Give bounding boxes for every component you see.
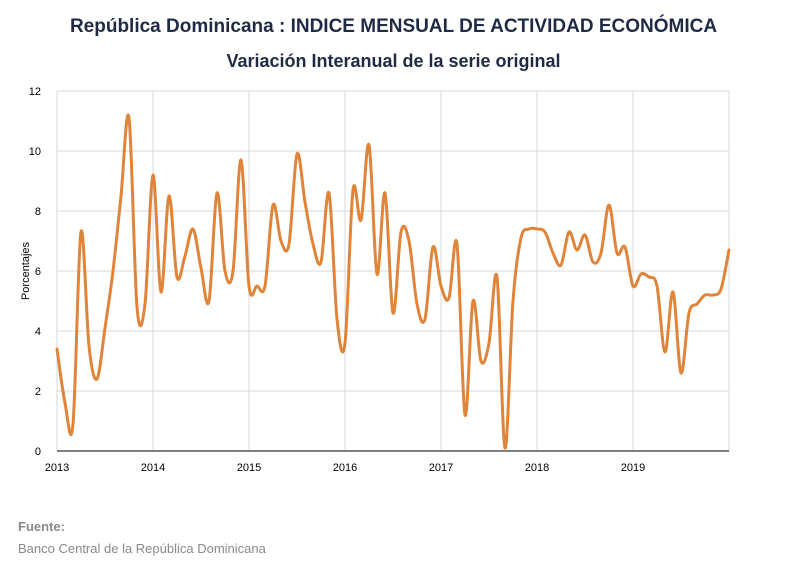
x-tick-label: 2014 bbox=[141, 462, 165, 474]
source-text: Banco Central de la República Dominicana bbox=[18, 541, 266, 556]
y-tick-label: 12 bbox=[29, 86, 41, 98]
x-tick-label: 2018 bbox=[525, 462, 549, 474]
chart-title: República Dominicana : INDICE MENSUAL DE… bbox=[69, 16, 718, 37]
x-axis-ticks: 2013 2014 2015 2016 2017 2018 2019 bbox=[45, 462, 645, 474]
y-tick-label: 6 bbox=[35, 266, 41, 278]
chart-subtitle: Variación Interanual de la serie origina… bbox=[226, 51, 561, 71]
x-tick-label: 2013 bbox=[45, 462, 69, 474]
y-tick-label: 10 bbox=[29, 146, 41, 158]
x-tick-label: 2017 bbox=[429, 462, 453, 474]
x-tick-label: 2016 bbox=[333, 462, 357, 474]
y-axis-label: Porcentajes bbox=[20, 241, 32, 300]
series-line bbox=[55, 113, 731, 450]
gridlines bbox=[56, 90, 730, 451]
y-axis-ticks: 0 2 4 6 8 10 12 bbox=[29, 86, 41, 458]
y-tick-label: 4 bbox=[35, 326, 41, 338]
y-tick-label: 8 bbox=[35, 206, 41, 218]
x-tick-label: 2015 bbox=[237, 462, 261, 474]
x-tick-label: 2019 bbox=[621, 462, 645, 474]
y-tick-label: 0 bbox=[35, 446, 41, 458]
y-tick-label: 2 bbox=[35, 386, 41, 398]
source-label: Fuente: bbox=[18, 519, 65, 534]
